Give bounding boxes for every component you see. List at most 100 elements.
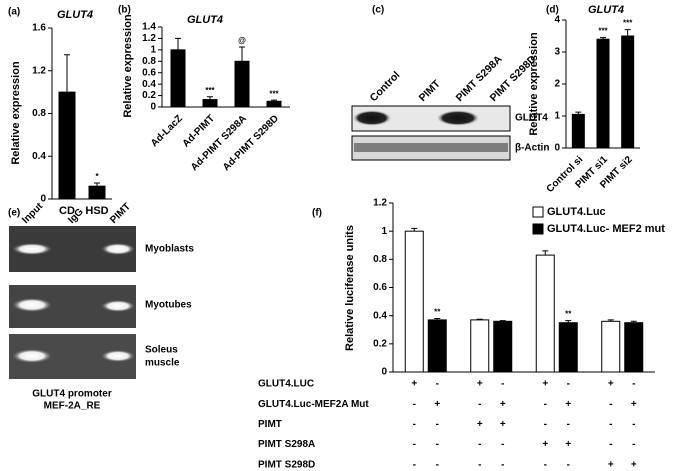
error-bar [624,29,631,36]
y-tick-label: 1.6 [32,23,46,34]
legend-label: GLUT4.Luc- MEF2 mut [547,223,665,235]
treatment-sign: + [631,399,637,410]
treatment-sign: - [609,439,612,450]
treatment-sign: - [436,439,439,450]
gel-e [9,226,136,379]
error-bar [575,111,582,115]
bar [404,230,424,373]
treatment-sign: - [567,379,570,390]
treatment-sign: - [609,419,612,430]
treatment-label: PIMT [258,419,282,430]
treatment-sign: - [478,459,481,470]
band [12,298,52,312]
y-axis-label: Relative luciferase units [344,225,356,351]
treatment-sign: - [413,419,416,430]
treatment-sign: - [544,399,547,410]
y-axis-label: Relative expression [10,61,22,165]
bar [621,35,635,149]
treatment-sign: + [542,439,548,450]
x-tick-label: HSD [85,205,108,217]
y-tick-label: 3 [554,47,560,58]
y-tick-label: 4 [554,15,560,26]
error-bar [175,37,181,50]
bar [88,185,106,200]
x-tick-label: Ad-PIMT S298A [189,113,249,173]
treatment-sign: + [542,379,548,390]
significance-label: * [95,172,99,181]
error-bar [630,320,637,323]
treatment-sign: + [565,399,571,410]
gel-row-label: muscle [145,358,180,369]
blot-c [351,105,511,161]
treatment-sign: - [567,419,570,430]
bar [427,319,447,373]
error-bar [600,37,606,40]
y-tick-label: 1.2 [32,65,46,76]
error-bar [207,96,213,100]
panel-label: (b) [118,5,131,16]
band [12,243,52,255]
error-bar [607,319,614,322]
y-tick-label: 1.2 [373,198,387,209]
band [101,300,135,312]
significance-label: *** [623,19,633,28]
treatment-sign: - [501,439,504,450]
y-tick-label: 0 [554,143,560,154]
y-tick-label: 0.6 [373,282,387,293]
treatment-sign: - [436,379,439,390]
bar [601,320,621,373]
bar [624,322,644,373]
significance-label: *** [269,89,279,98]
x-tick-label: Ad-LacZ [149,113,185,149]
error-bar [434,317,441,320]
treatment-sign: - [413,399,416,410]
band [101,350,135,362]
error-bar [565,320,572,323]
treatment-sign: + [608,379,614,390]
treatment-sign: + [434,399,440,410]
y-tick-label: 0 [150,102,156,113]
y-tick-label: 0 [381,367,387,378]
panel-label: (d) [546,5,559,16]
bar [266,100,282,108]
treatment-sign: - [609,399,612,410]
y-tick-label: 0.8 [373,254,387,265]
treatment-sign: - [544,419,547,430]
x-tick-label: CD [59,205,75,217]
y-tick-label: 0.4 [32,151,46,162]
error-bar [476,318,483,320]
error-bar [239,46,245,62]
y-axis-label: Relative expression [528,32,540,136]
bar [596,38,610,149]
gel-row-label: Soleus [145,345,178,356]
legend-swatch [532,206,544,218]
error-bar [94,182,100,187]
treatment-label: PIMT S298D [258,459,315,470]
bar [493,320,513,373]
bar [571,113,585,149]
band [101,243,135,255]
band [352,110,392,126]
panel-label: (e) [8,208,20,219]
legend-swatch [532,223,544,235]
gel-row-label: Myotubes [145,300,192,311]
treatment-sign: - [478,439,481,450]
treatment-sign: - [436,419,439,430]
treatment-sign: + [565,439,571,450]
error-bar [411,227,418,232]
panel-label: (a) [8,7,20,18]
bar [202,99,218,108]
significance-label: *** [598,27,608,36]
treatment-sign: - [632,419,635,430]
chart-title: GLUT4 [187,14,223,26]
lane-label: PIMT [108,201,133,226]
chart-title: GLUT4 [588,4,624,16]
error-bar [64,54,70,93]
treatment-label: GLUT4.Luc-MEF2A Mut [258,399,369,410]
bar [58,91,76,200]
gel-row-label: Myoblasts [145,244,194,255]
treatment-label: GLUT4.LUC [258,379,314,390]
y-tick-label: 1 [554,111,560,122]
y-tick-label: 0.6 [142,67,156,78]
